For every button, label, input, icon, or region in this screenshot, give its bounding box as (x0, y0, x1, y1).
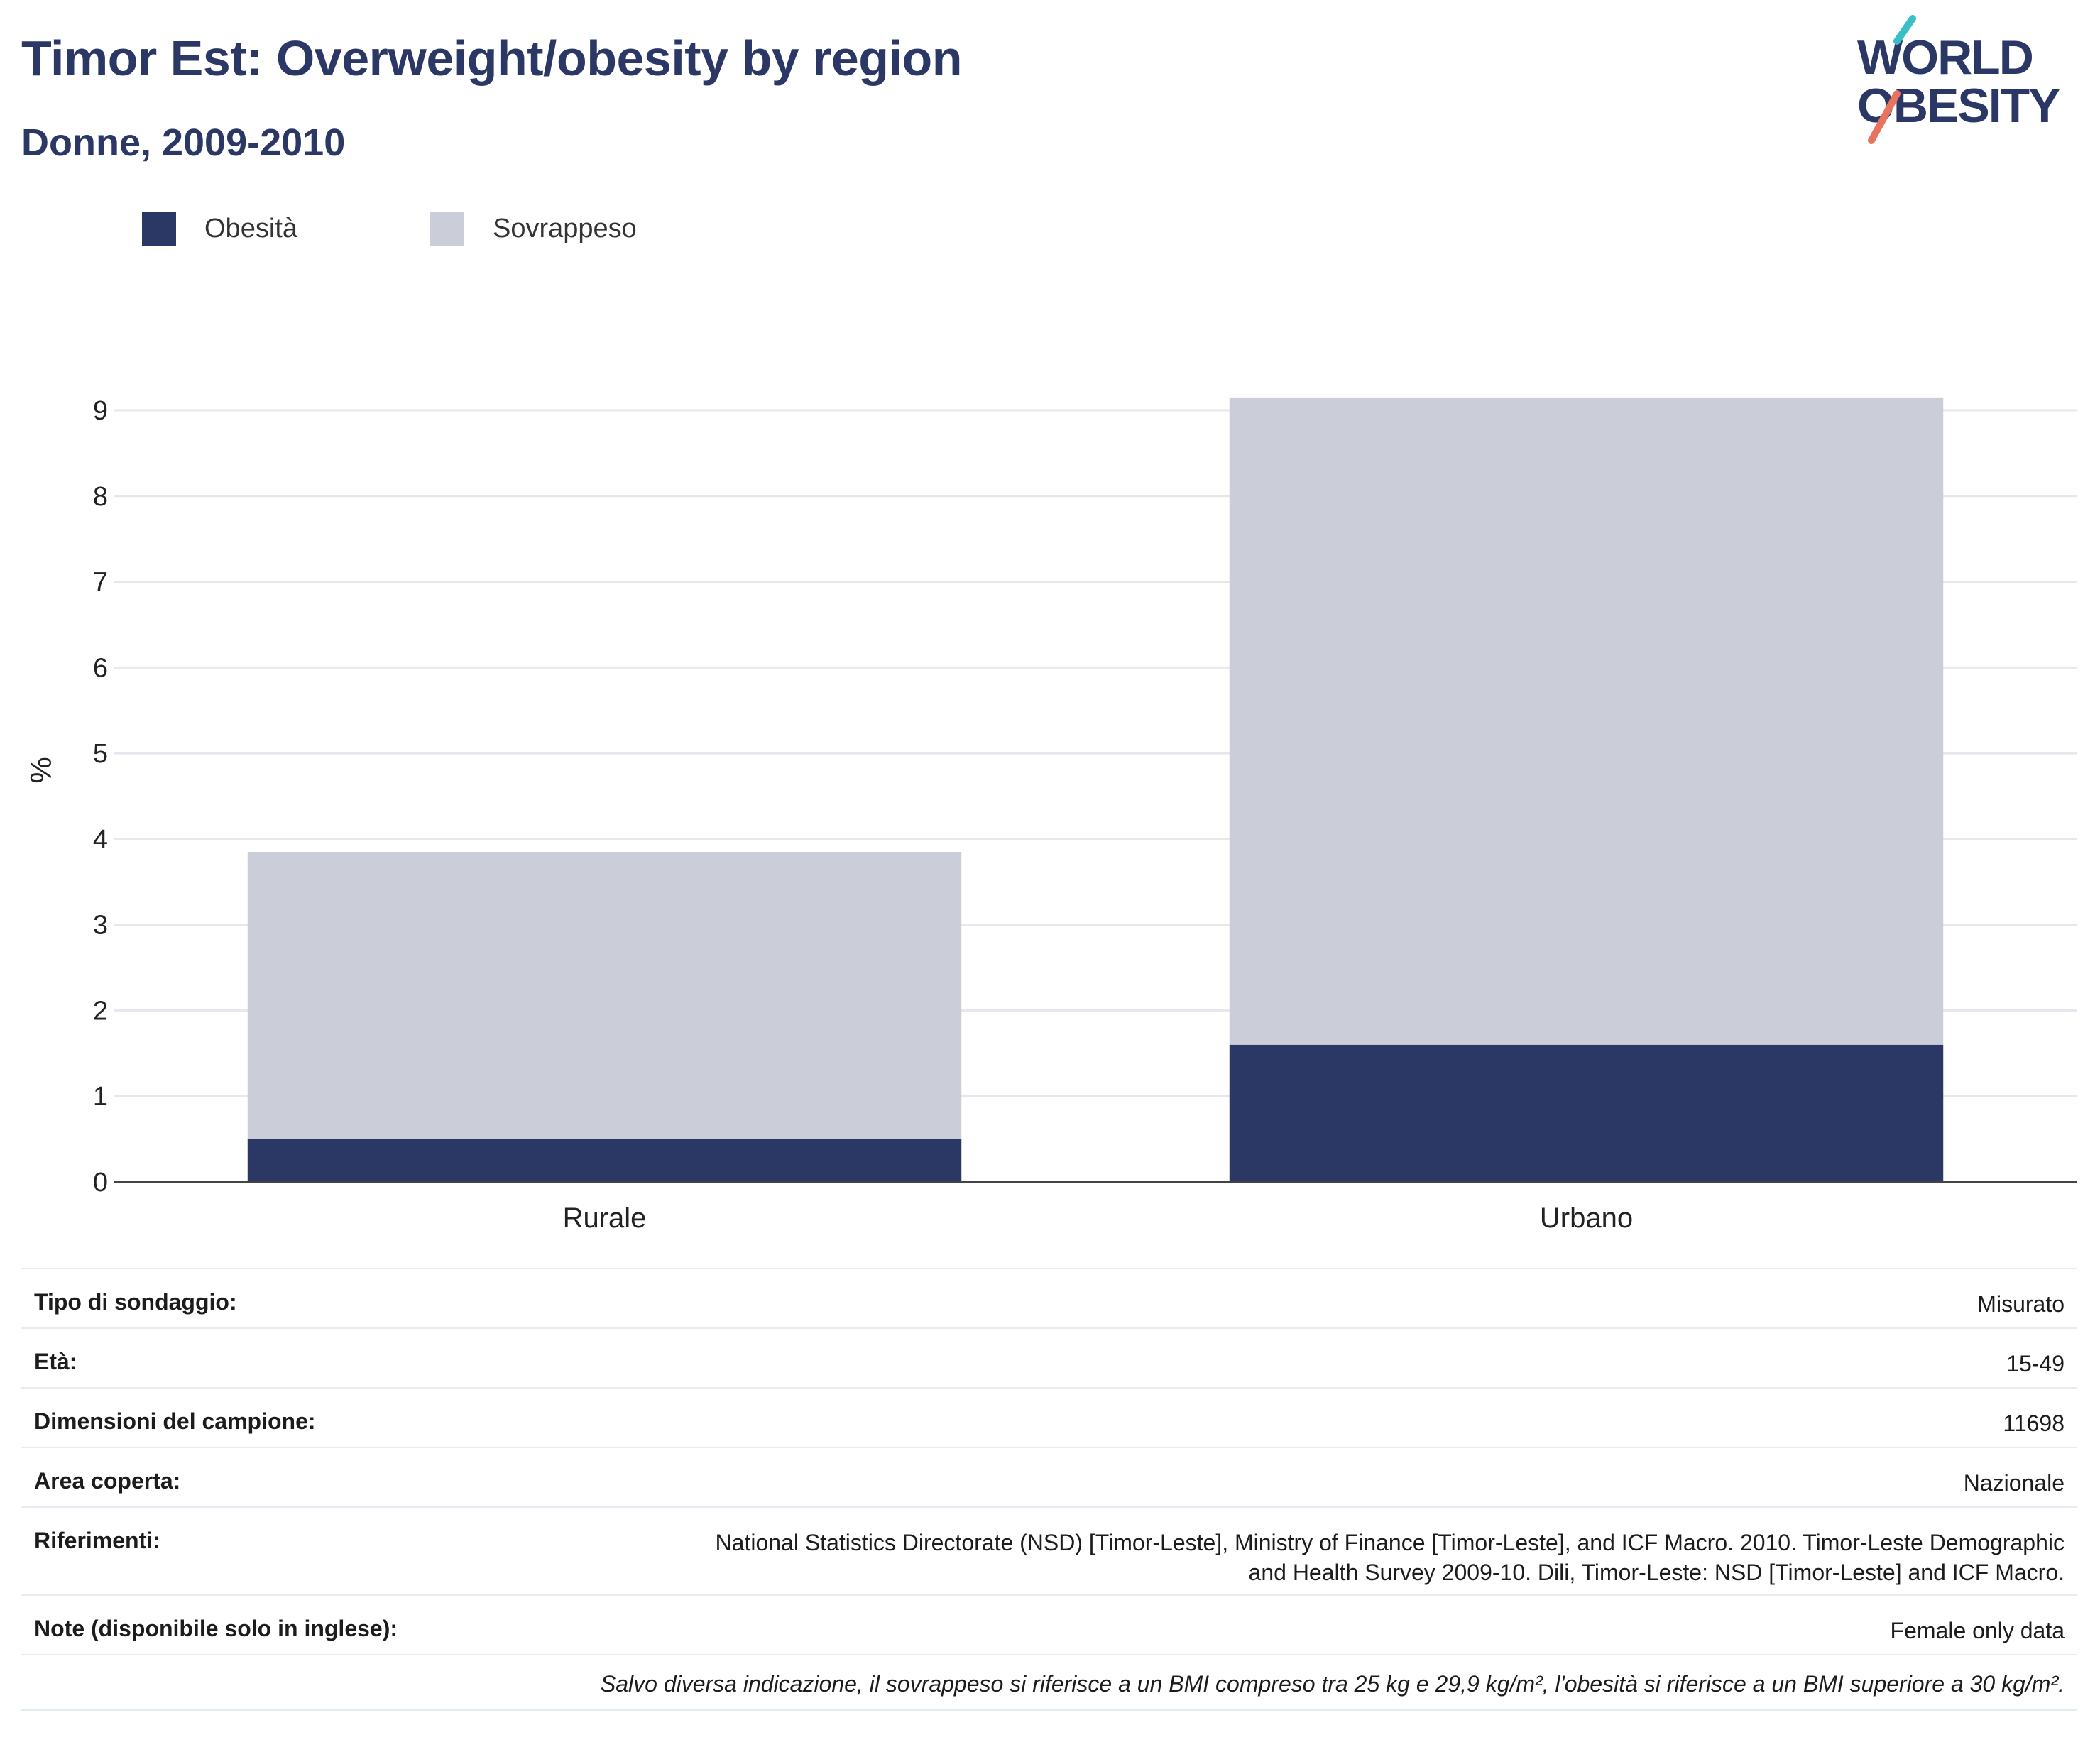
meta-key: Tipo di sondaggio: (34, 1289, 237, 1315)
meta-key: Note (disponibile solo in inglese): (34, 1616, 398, 1641)
meta-value: Nazionale (1963, 1470, 2065, 1496)
y-tick-label: 5 (93, 739, 108, 769)
meta-row-survey-type: Tipo di sondaggio: Misurato (21, 1268, 2077, 1327)
y-tick-label: 3 (93, 911, 108, 941)
y-tick-label: 0 (93, 1168, 108, 1198)
meta-row-age: Età: 15-49 (21, 1327, 2077, 1387)
legend-swatch-overweight (430, 212, 464, 246)
meta-value: 11698 (2003, 1411, 2065, 1436)
reference-line: and Health Survey 2009-10. Dili, Timor-L… (1248, 1560, 2065, 1585)
x-tick-label: Urbano (1540, 1203, 1633, 1234)
bar-obesity-urbano (1229, 1044, 1944, 1182)
meta-key: Dimensioni del campione: (34, 1408, 316, 1434)
meta-key: Riferimenti: (34, 1528, 160, 1553)
legend-label-overweight: Sovrappeso (493, 213, 637, 243)
footnote-text: Salvo diversa indicazione, il sovrappeso… (600, 1671, 2065, 1697)
x-tick-label: Rurale (563, 1203, 647, 1234)
meta-row-area-covered: Area coperta: Nazionale (21, 1447, 2077, 1506)
chart-subtitle: Donne, 2009-2010 (21, 121, 346, 164)
legend-label-obesity: Obesità (204, 213, 297, 243)
bar-obesity-rurale (247, 1139, 962, 1182)
meta-key: Area coperta: (34, 1468, 181, 1494)
meta-value: Misurato (1977, 1291, 2065, 1317)
legend-swatch-obesity (142, 212, 176, 246)
meta-footnote-row: Salvo diversa indicazione, il sovrappeso… (21, 1654, 2077, 1711)
meta-value: 15-49 (2006, 1351, 2065, 1376)
meta-value: Female only data (1890, 1618, 2065, 1643)
y-tick-label: 4 (93, 825, 108, 855)
bar-chart: 0 1 2 3 4 5 6 7 8 9% Rurale Urbano (24, 396, 2077, 1234)
y-tick-label: 1 (93, 1082, 108, 1112)
y-tick-label: 9 (93, 396, 108, 426)
world-obesity-logo: WORLD OBESITY (1857, 15, 2062, 144)
svg-text:WORLD: WORLD (1857, 31, 2033, 84)
bar-overweight-urbano (1229, 397, 1944, 1045)
legend-item-obesity[interactable]: Obesità (142, 212, 297, 246)
chart-title: Timor Est: Overweight/obesity by region (21, 31, 963, 86)
reference-line: National Statistics Directorate (NSD) [T… (715, 1530, 2065, 1555)
meta-row-references: Riferimenti: National Statistics Directo… (21, 1506, 2077, 1594)
meta-row-notes: Note (disponibile solo in inglese): Fema… (21, 1594, 2077, 1654)
survey-info-table: Tipo di sondaggio: Misurato Età: 15-49 D… (21, 1268, 2077, 1711)
meta-key: Età: (34, 1349, 77, 1374)
y-tick-label: 8 (93, 482, 108, 512)
y-axis-title: % (24, 757, 58, 783)
bar-overweight-rurale (247, 852, 962, 1139)
y-tick-label: 7 (93, 568, 108, 598)
meta-row-sample-size: Dimensioni del campione: 11698 (21, 1387, 2077, 1447)
meta-value: National Statistics Directorate (NSD) [T… (716, 1508, 2065, 1587)
y-tick-label: 6 (93, 653, 108, 683)
y-tick-label: 2 (93, 996, 108, 1026)
legend-item-overweight[interactable]: Sovrappeso (430, 212, 637, 246)
